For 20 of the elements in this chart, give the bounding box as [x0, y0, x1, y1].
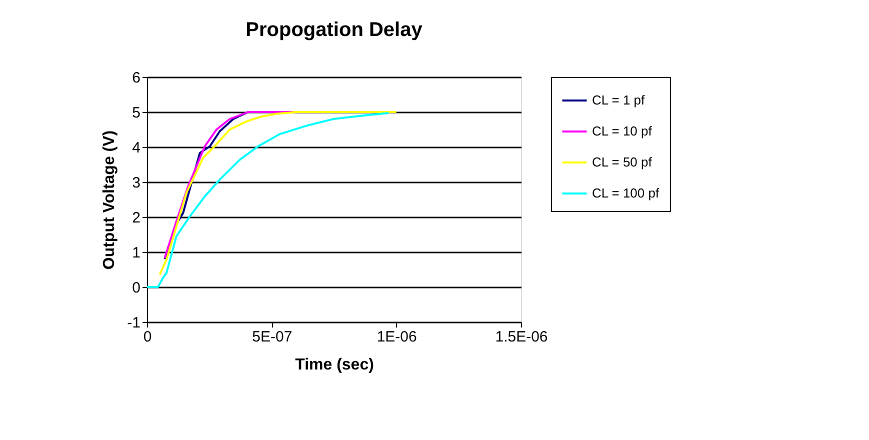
- y-tick-label: 2: [132, 210, 140, 226]
- x-tick-label: 5E-07: [252, 328, 292, 346]
- legend-label: CL = 100 pf: [592, 186, 660, 200]
- x-tick-label: 0: [143, 328, 152, 346]
- legend-label: CL = 50 pf: [592, 154, 652, 170]
- y-tick-label: 3: [132, 174, 140, 192]
- x-axis-title: Time (sec): [295, 356, 374, 374]
- y-tick-label: 0: [132, 280, 140, 296]
- x-tick-label: 1.5E-06: [495, 328, 548, 346]
- y-tick-label: 6: [132, 70, 140, 86]
- y-tick-label: 4: [132, 140, 140, 156]
- y-tick-label: 1: [132, 244, 140, 262]
- y-tick-label: -1: [127, 314, 140, 332]
- x-tick-label: 1E-06: [376, 328, 417, 346]
- legend-label: CL = 1 pf: [592, 92, 646, 108]
- y-axis-title: Output Voltage (V): [101, 130, 118, 270]
- legend-label: CL = 10 pf: [592, 124, 652, 138]
- line-series: [164, 111, 294, 259]
- y-tick-label: 5: [132, 104, 140, 122]
- chart-title: Propogation Delay: [246, 19, 424, 41]
